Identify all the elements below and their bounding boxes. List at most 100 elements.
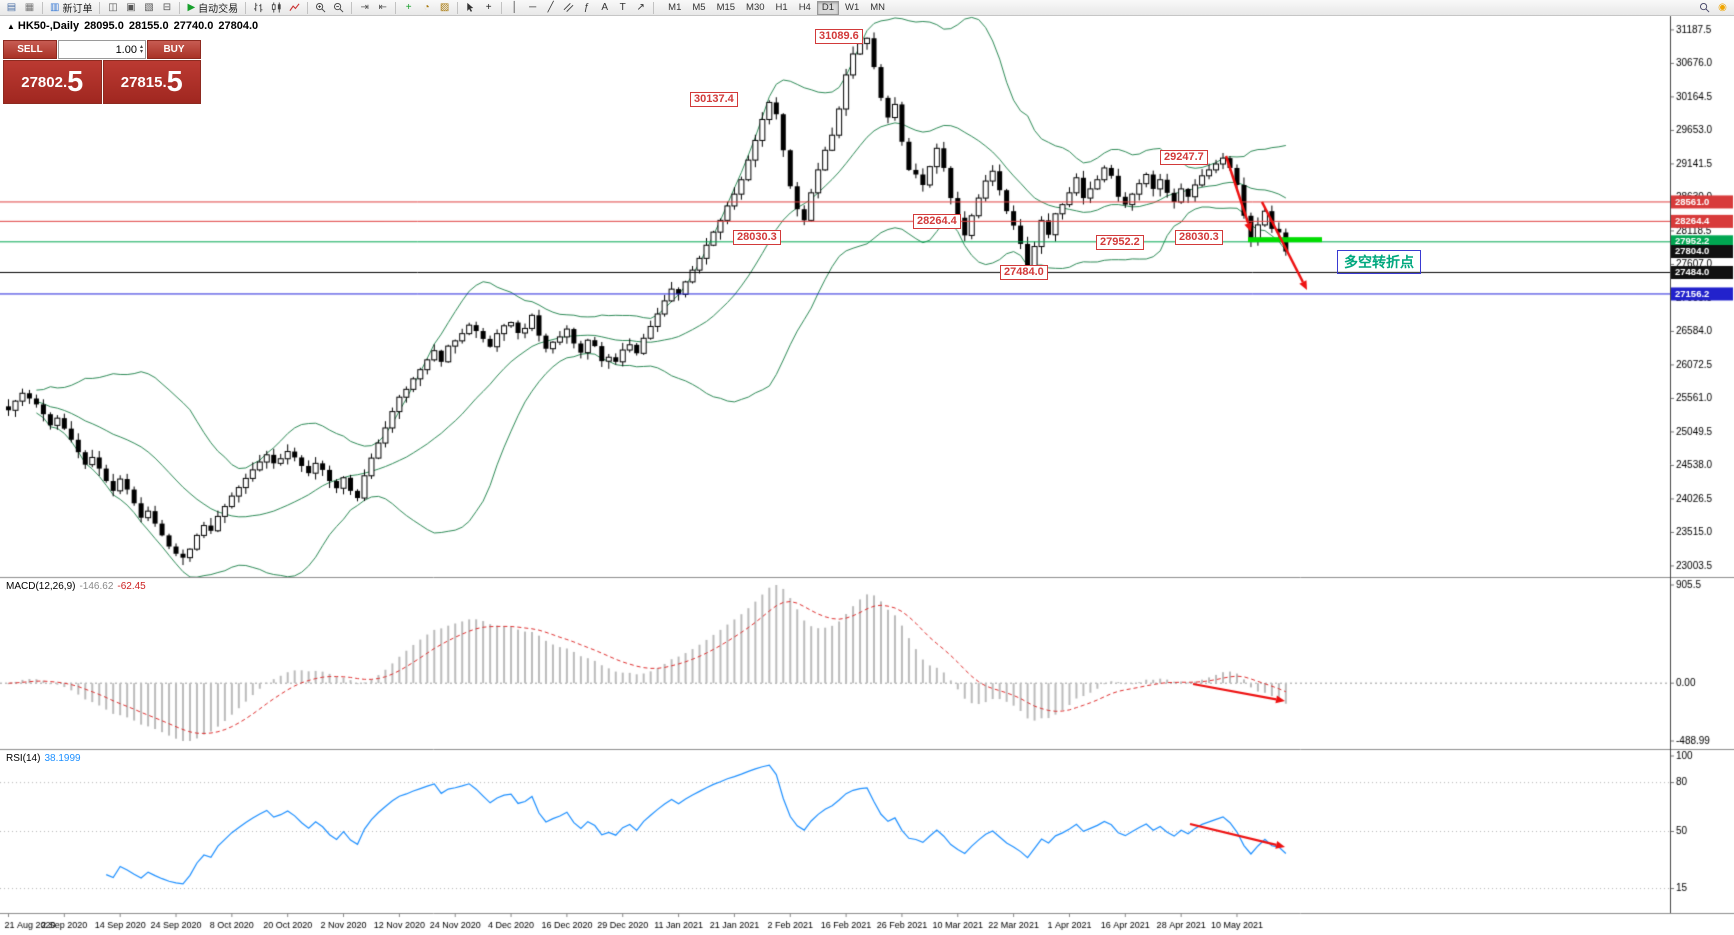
indicators-icon-button[interactable]: + [400, 1, 417, 15]
price-annotation[interactable]: 27952.2 [1096, 234, 1144, 250]
trendline-icon: ╱ [547, 1, 554, 13]
volume-stepper[interactable]: ▴ ▾ [139, 43, 143, 55]
chart-shift-icon: ⇤ [378, 1, 387, 13]
price-annotation[interactable]: 27484.0 [1000, 265, 1048, 281]
new-chart-icon: ▤ [6, 1, 17, 13]
text-icon-button[interactable]: A [596, 1, 613, 15]
volume-value: 1.00 [115, 43, 137, 56]
bars-chart-icon-button[interactable] [250, 1, 267, 15]
autotrading-icon: ▶ [187, 1, 196, 13]
timeframe-button-m30[interactable]: M30 [741, 1, 769, 15]
fibonacci-icon-button[interactable]: ƒ [578, 1, 595, 15]
cursor-icon [465, 2, 476, 13]
sell-price[interactable]: 27802. 5 [3, 60, 102, 104]
profiles-icon-button[interactable]: ▦ [21, 1, 38, 15]
volume-down-icon[interactable]: ▾ [139, 48, 143, 55]
toolbar-separator [653, 1, 655, 14]
price-annotation[interactable]: 28030.3 [1175, 229, 1223, 245]
symbol-period-label: HK50-,Daily [17, 20, 80, 32]
channel-icon-button[interactable] [560, 1, 577, 15]
toolbar-separator [351, 1, 353, 14]
toolbar-separator [42, 1, 43, 14]
autotrading-button[interactable]: ▶ 自动交易 [184, 1, 241, 15]
rsi-label: RSI(14) [6, 753, 41, 764]
periods-icon-button[interactable]: ◔ [418, 1, 435, 15]
market-watch-icon-button[interactable]: ◫ [104, 1, 121, 15]
buy-price-pip: 5 [166, 65, 183, 98]
data-window-icon: ▣ [126, 1, 136, 13]
vertical-line-icon: │ [511, 1, 518, 13]
price-annotation[interactable]: 28030.3 [733, 229, 781, 245]
zoom-out-icon [333, 2, 344, 13]
new-order-button[interactable]: ▥ 新订单 [47, 1, 95, 15]
rsi-value: 38.1999 [44, 753, 81, 764]
templates-icon-button[interactable]: ▨ [436, 1, 453, 15]
auto-scroll-icon: ⇥ [360, 1, 369, 13]
one-click-trading-panel: SELL 1.00 ▴ ▾ BUY 27802. 5 27815. 5 [3, 40, 201, 104]
terminal-icon-button[interactable]: ⊟ [158, 1, 175, 15]
timeframe-button-m5[interactable]: M5 [687, 1, 710, 15]
toolbar-separator [501, 1, 503, 14]
vertical-line-icon-button[interactable]: │ [506, 1, 523, 15]
label-icon: T [619, 1, 626, 13]
timeframe-button-h1[interactable]: H1 [771, 1, 793, 15]
macd-label: MACD(12,26,9) [6, 581, 76, 592]
toolbar-separator [245, 1, 247, 14]
timeframe-group: M1 M5 M15 M30 H1 H4 D1 W1 MN [663, 0, 890, 15]
zoom-in-icon-button[interactable] [312, 1, 329, 15]
new-chart-icon-button[interactable]: ▤ [3, 1, 20, 15]
navigator-icon: ▧ [144, 1, 154, 13]
toolbar: ▤ ▦ ▥ 新订单 ◫ ▣ ▧ ⊟ ▶ 自动交易 ⇥ ⇤ + ◔ ▨ + │ ─ ╱ ƒ A T ↗ M1 M5 M15 M30 H1… [0, 0, 1734, 16]
community-icon-button[interactable]: ◉ [1714, 1, 1731, 15]
volume-up-icon[interactable]: ▴ [139, 43, 143, 50]
timeframe-button-h4[interactable]: H4 [794, 1, 816, 15]
zoom-out-icon-button[interactable] [330, 1, 347, 15]
auto-scroll-icon-button[interactable]: ⇥ [356, 1, 373, 15]
data-window-icon-button[interactable]: ▣ [122, 1, 139, 15]
timeframe-button-d1[interactable]: D1 [816, 0, 839, 15]
price-annotation[interactable]: 28264.4 [913, 214, 961, 230]
price-annotation[interactable]: 30137.4 [690, 91, 738, 107]
timeframe-button-m15[interactable]: M15 [712, 1, 740, 15]
toolbar-separator [457, 1, 459, 14]
buy-price-main: 27815. [120, 73, 167, 91]
timeframe-button-w1[interactable]: W1 [840, 1, 864, 15]
buy-price[interactable]: 27815. 5 [102, 60, 201, 104]
label-icon-button[interactable]: T [614, 1, 631, 15]
trendline-icon-button[interactable]: ╱ [542, 1, 559, 15]
price-annotation[interactable]: 29247.7 [1160, 149, 1208, 165]
arrows-icon-button[interactable]: ↗ [632, 1, 649, 15]
horizontal-line-icon-button[interactable]: ─ [524, 1, 541, 15]
sell-button[interactable]: SELL [3, 40, 57, 59]
timeframe-button-m1[interactable]: M1 [663, 1, 686, 15]
line-chart-icon-button[interactable] [286, 1, 303, 15]
toolbar-separator [179, 1, 181, 14]
timeframe-button-mn[interactable]: MN [865, 1, 890, 15]
cursor-icon-button[interactable] [462, 1, 479, 15]
buy-button[interactable]: BUY [147, 40, 201, 59]
navigator-icon-button[interactable]: ▧ [140, 1, 157, 15]
horizontal-line-icon: ─ [529, 1, 537, 13]
templates-icon: ▨ [439, 1, 450, 13]
autotrading-label: 自动交易 [198, 4, 239, 15]
volume-field[interactable]: 1.00 ▴ ▾ [58, 40, 146, 59]
zoom-in-icon [315, 2, 326, 13]
community-icon: ◉ [1718, 1, 1727, 13]
ohlc-close: 27804.0 [218, 20, 259, 32]
fibonacci-icon: ƒ [583, 1, 590, 13]
text-icon: A [601, 1, 608, 13]
ohlc-low: 27740.0 [173, 20, 214, 32]
macd-main-value: -146.62 [79, 581, 114, 592]
price-annotation[interactable]: 31089.6 [815, 29, 863, 45]
chart-shift-icon-button[interactable]: ⇤ [374, 1, 391, 15]
toolbar-separator [99, 1, 101, 14]
ohlc-high: 28155.0 [128, 20, 169, 32]
one-click-collapse-icon[interactable]: ▲ [7, 22, 15, 31]
search-icon-button[interactable] [1696, 1, 1713, 15]
annotation-note[interactable]: 多空转折点 [1337, 250, 1421, 274]
candles-chart-icon-button[interactable] [268, 1, 285, 15]
crosshair-icon-button[interactable]: + [480, 1, 497, 15]
ohlc-open: 28095.0 [84, 20, 124, 32]
